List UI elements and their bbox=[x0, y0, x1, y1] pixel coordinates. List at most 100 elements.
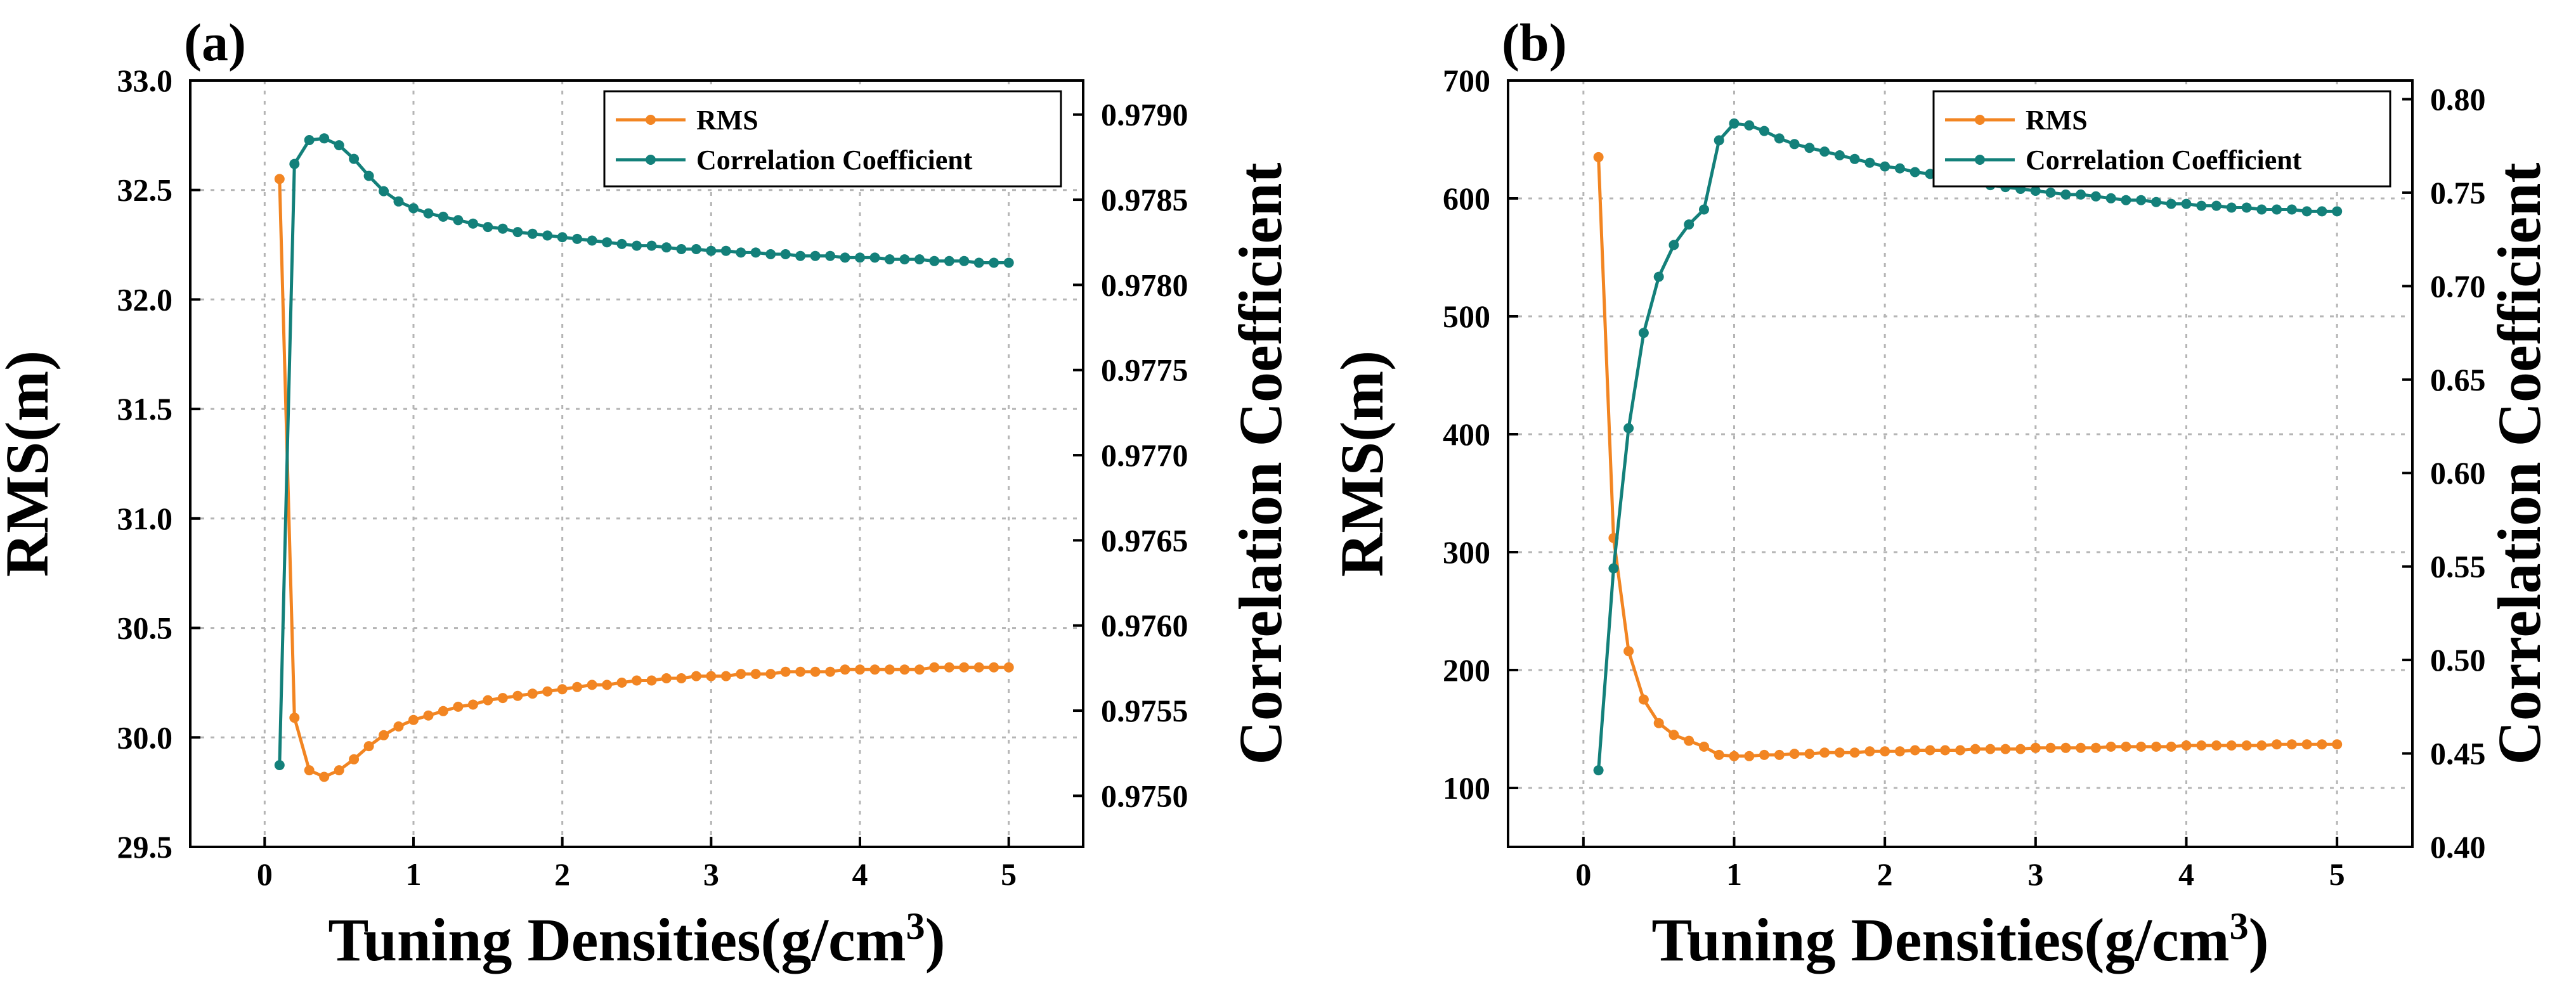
data-point bbox=[765, 669, 776, 680]
data-point bbox=[2196, 200, 2207, 211]
data-point bbox=[304, 765, 315, 776]
data-point bbox=[483, 222, 493, 233]
data-point bbox=[587, 680, 597, 690]
x-tick-label: 3 bbox=[2027, 856, 2043, 892]
data-point bbox=[438, 706, 448, 716]
data-point bbox=[706, 671, 717, 681]
data-point bbox=[616, 238, 627, 249]
data-point bbox=[2286, 739, 2297, 750]
y-right-tick-label: 0.80 bbox=[2430, 81, 2486, 117]
data-point bbox=[438, 211, 448, 222]
data-point bbox=[542, 230, 553, 241]
x-tick-label: 1 bbox=[406, 856, 422, 892]
data-point bbox=[691, 244, 701, 254]
data-point bbox=[2272, 739, 2282, 750]
data-point bbox=[1880, 161, 1890, 172]
data-point bbox=[929, 662, 940, 673]
data-point bbox=[2211, 200, 2221, 211]
data-point bbox=[616, 677, 627, 688]
data-point bbox=[2241, 740, 2252, 751]
data-point bbox=[646, 240, 657, 251]
legend-label: RMS bbox=[696, 105, 758, 136]
data-point bbox=[2332, 206, 2343, 217]
data-point bbox=[899, 254, 910, 265]
data-point bbox=[1003, 662, 1014, 673]
legend-box bbox=[1932, 90, 2391, 188]
legend-label: RMS bbox=[2026, 105, 2088, 136]
data-point bbox=[2076, 742, 2086, 753]
data-point bbox=[1699, 204, 1709, 215]
data-point bbox=[899, 664, 910, 675]
data-point bbox=[1925, 745, 1935, 756]
y-right-tick-label: 0.9765 bbox=[1101, 522, 1188, 558]
data-point bbox=[1955, 745, 1965, 756]
data-point bbox=[944, 255, 954, 266]
data-point bbox=[289, 713, 300, 723]
data-point bbox=[2166, 198, 2176, 209]
data-point bbox=[274, 174, 285, 184]
series-rms bbox=[274, 174, 1014, 782]
data-point bbox=[334, 140, 344, 151]
x-axis-label-main: Tuning Densities(g/cm bbox=[328, 906, 906, 974]
series-correlation-coefficient bbox=[1593, 118, 2343, 776]
data-point bbox=[2045, 187, 2056, 198]
legend: RMS Correlation Coefficient bbox=[603, 90, 1062, 188]
data-point bbox=[646, 675, 657, 686]
data-point bbox=[1744, 120, 1755, 131]
data-point bbox=[423, 208, 434, 219]
data-point bbox=[989, 662, 999, 673]
data-point bbox=[453, 701, 464, 712]
data-point bbox=[855, 252, 865, 263]
data-point bbox=[572, 681, 583, 692]
data-point bbox=[1834, 747, 1845, 758]
data-point bbox=[1608, 563, 1619, 574]
data-point bbox=[497, 693, 508, 704]
x-axis-label: Tuning Densities(g/cm3) bbox=[1651, 905, 2268, 974]
data-point bbox=[349, 754, 360, 764]
data-point bbox=[2256, 740, 2267, 751]
legend-label: Correlation Coefficient bbox=[696, 145, 973, 176]
y-left-tick-label: 300 bbox=[1443, 534, 1490, 570]
data-point bbox=[274, 760, 285, 770]
data-point bbox=[914, 664, 925, 675]
y-right-tick-label: 0.75 bbox=[2430, 175, 2486, 210]
data-point bbox=[379, 186, 389, 197]
data-point bbox=[1894, 163, 1905, 174]
data-point bbox=[379, 730, 389, 740]
y-left-tick-label: 500 bbox=[1443, 299, 1490, 334]
y-right-tick-label: 0.9790 bbox=[1101, 97, 1188, 132]
data-point bbox=[2226, 740, 2237, 751]
data-point bbox=[736, 247, 746, 258]
panel-a: 0 1 2 3 4 5 29.5 30.0 30.5 31.0 31.5 32.0 32.5 33.0 0.… bbox=[0, 13, 1294, 974]
data-point bbox=[2105, 741, 2116, 752]
data-point bbox=[1003, 257, 1014, 268]
series-line bbox=[1597, 122, 2338, 771]
data-point bbox=[393, 196, 404, 207]
data-point bbox=[2226, 202, 2237, 213]
y-left-tick-label: 33.0 bbox=[117, 63, 173, 98]
data-point bbox=[1653, 718, 1664, 728]
x-axis-label-sup: 3 bbox=[2230, 905, 2249, 947]
x-axis-label-close: ) bbox=[2249, 906, 2269, 974]
data-point bbox=[602, 680, 613, 690]
data-point bbox=[1774, 749, 1785, 760]
data-point bbox=[467, 218, 478, 229]
data-point bbox=[363, 741, 374, 752]
data-point bbox=[2060, 189, 2071, 200]
data-point bbox=[2136, 195, 2147, 205]
data-point bbox=[1729, 751, 1740, 761]
y-axis-label-right: Correlation Coefficient bbox=[1226, 163, 1294, 765]
data-point bbox=[1638, 328, 1649, 339]
data-point bbox=[1593, 765, 1604, 776]
data-point bbox=[408, 203, 419, 214]
plot-frame bbox=[189, 79, 1084, 848]
data-point bbox=[1909, 745, 1920, 756]
y-left-tick-label: 200 bbox=[1443, 652, 1490, 688]
y-right-tick-label: 0.9775 bbox=[1101, 352, 1188, 388]
data-point bbox=[557, 684, 568, 695]
data-point bbox=[750, 669, 761, 680]
y-left-tick-label: 32.5 bbox=[117, 172, 173, 208]
data-point bbox=[2045, 742, 2056, 753]
data-point bbox=[497, 223, 508, 234]
data-point bbox=[1894, 746, 1905, 757]
